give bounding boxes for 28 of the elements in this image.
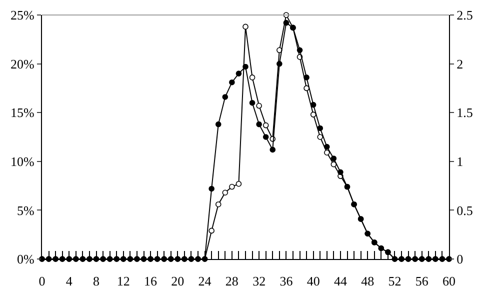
y-tick-label: 20% <box>10 56 35 72</box>
y-tick-label: 5% <box>17 202 35 218</box>
x-tick-label: 28 <box>225 274 238 289</box>
y-tick-label: 25% <box>10 8 35 23</box>
x-tick-label: 52 <box>388 274 402 289</box>
y2-tick-label: 1.5 <box>456 105 473 120</box>
y2-tick-label: 2.5 <box>456 8 473 23</box>
y2-tick-label: 1 <box>456 154 464 169</box>
y-tick-label: 10% <box>10 154 35 169</box>
x-tick-label: 36 <box>280 274 294 289</box>
x-tick-label: 44 <box>334 274 348 289</box>
x-tick-label: 32 <box>252 274 266 289</box>
y-tick-label: 0% <box>17 252 35 267</box>
x-tick-label: 16 <box>144 274 158 289</box>
x-tick-label: 40 <box>306 274 320 289</box>
y2-tick-label: 2 <box>456 56 464 72</box>
y2-tick-label: 0.5 <box>456 202 473 218</box>
x-tick-label: 8 <box>93 274 100 289</box>
x-tick-label: 60 <box>442 274 456 289</box>
y2-tick-label: 0 <box>456 252 464 267</box>
x-tick-label: 24 <box>198 274 212 289</box>
x-tick-label: 0 <box>38 274 46 289</box>
x-tick-label: 48 <box>361 274 374 289</box>
x-tick-label: 20 <box>171 274 184 289</box>
y-tick-label: 15% <box>10 105 35 120</box>
x-tick-label: 4 <box>66 274 73 289</box>
x-tick-label: 12 <box>116 274 130 289</box>
x-tick-label: 56 <box>415 274 429 289</box>
